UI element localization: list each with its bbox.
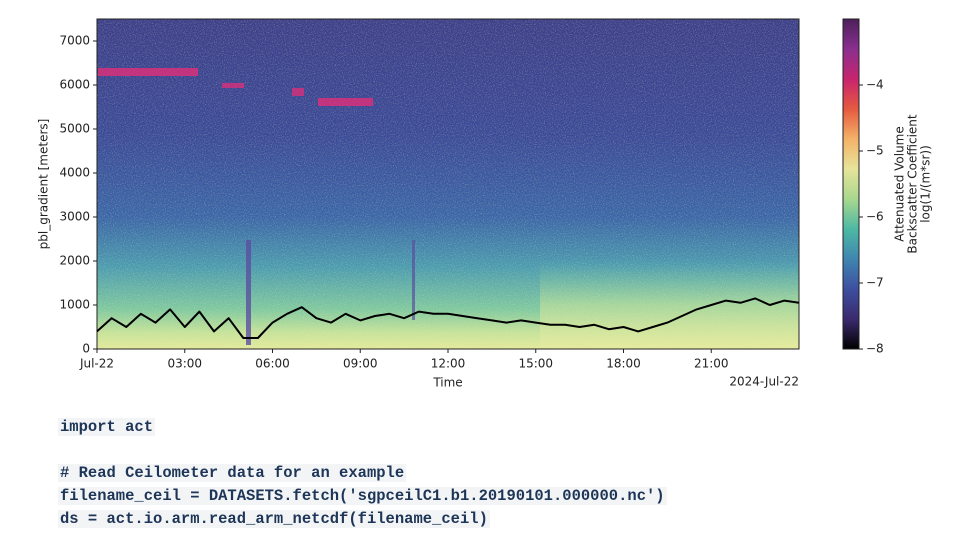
pbl-line <box>96 297 800 339</box>
x-tick-label: 06:00 <box>255 357 290 371</box>
x-tick-label: 18:00 <box>606 357 641 371</box>
colorbar-tick-label: −4 <box>866 78 884 92</box>
x-tick-label: 21:00 <box>694 357 729 371</box>
backscatter-image <box>97 19 799 349</box>
colorbar-label: Attenuated Volume <box>893 126 907 242</box>
y-tick-label: 4000 <box>59 166 90 180</box>
y-tick-label: 1000 <box>59 298 90 312</box>
colorbar <box>842 18 860 350</box>
y-tick-label: 5000 <box>59 122 90 136</box>
code-cell: import act # Read Ceilometer data for an … <box>58 416 667 531</box>
colorbar-label: log(1/(m*sr)) <box>919 145 933 223</box>
colorbar-tick-label: −8 <box>866 342 884 356</box>
y-axis-label: pbl_gradient [meters] <box>37 119 51 250</box>
colorbar-tick-label: −6 <box>866 210 884 224</box>
x-axis-label: Time <box>432 376 462 390</box>
code-text: import act <box>58 418 156 436</box>
x-tick-label: 12:00 <box>431 357 466 371</box>
code-text: # Read Ceilometer data for an example <box>58 464 407 482</box>
code-text: filename_ceil = DATASETS.fetch('sgpceilC… <box>58 487 667 505</box>
code-text: ds = act.io.arm.read_arm_netcdf(filename… <box>58 510 490 528</box>
colorbar-tick-label: −7 <box>866 276 884 290</box>
code-line: import act <box>58 416 667 439</box>
y-tick-label: 6000 <box>59 78 90 92</box>
y-tick-label: 7000 <box>59 34 90 48</box>
chart: Time pbl_gradient [meters] 2024-Jul-22 0… <box>37 18 933 390</box>
code-line: ds = act.io.arm.read_arm_netcdf(filename… <box>58 508 667 531</box>
x-tick-label: 15:00 <box>518 357 553 371</box>
x-offset-label: 2024-Jul-22 <box>729 375 799 389</box>
code-line: # Read Ceilometer data for an example <box>58 462 667 485</box>
colorbar-label: Backscatter Coefficient <box>906 114 920 254</box>
code-line <box>58 439 667 462</box>
y-tick-label: 3000 <box>59 210 90 224</box>
y-tick-label: 0 <box>82 342 90 356</box>
code-line: filename_ceil = DATASETS.fetch('sgpceilC… <box>58 485 667 508</box>
x-tick-label: 03:00 <box>167 357 202 371</box>
colorbar-tick-label: −5 <box>866 144 884 158</box>
x-tick-label: 09:00 <box>343 357 378 371</box>
x-tick-label: Jul-22 <box>79 357 114 371</box>
y-tick-label: 2000 <box>59 254 90 268</box>
